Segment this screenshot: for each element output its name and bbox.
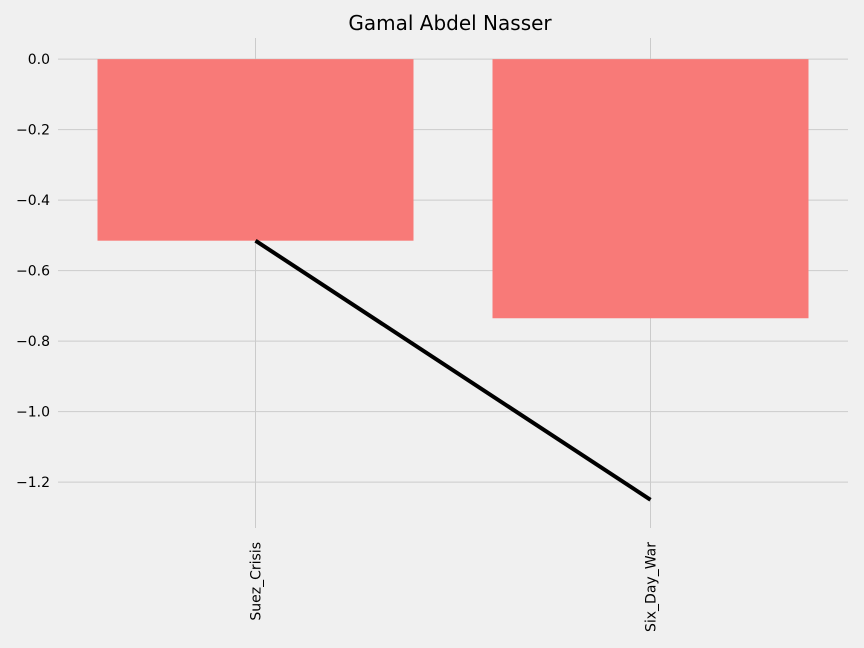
y-tick-label: −1.0 bbox=[16, 405, 50, 421]
chart-title: Gamal Abdel Nasser bbox=[348, 11, 552, 35]
y-tick-label: −0.6 bbox=[16, 264, 50, 280]
y-tick-label: 0.0 bbox=[28, 52, 50, 68]
y-tick-label: −0.2 bbox=[16, 123, 50, 139]
tick-layer: 0.0 −0.2 −0.4 −0.6 −0.8 −1.0 −1.2 Suez_Crisis Si… bbox=[16, 52, 660, 632]
bar bbox=[97, 59, 414, 241]
series-line bbox=[254, 239, 652, 502]
y-tick-label: −1.2 bbox=[16, 475, 50, 491]
x-tick-label: Six_Day_War bbox=[644, 542, 660, 632]
bars-layer bbox=[97, 59, 809, 319]
y-tick-label: −0.4 bbox=[16, 193, 50, 209]
line-layer bbox=[254, 239, 652, 502]
y-tick-label: −0.8 bbox=[16, 334, 50, 350]
bar bbox=[492, 59, 809, 319]
x-tick-label: Suez_Crisis bbox=[249, 542, 265, 621]
